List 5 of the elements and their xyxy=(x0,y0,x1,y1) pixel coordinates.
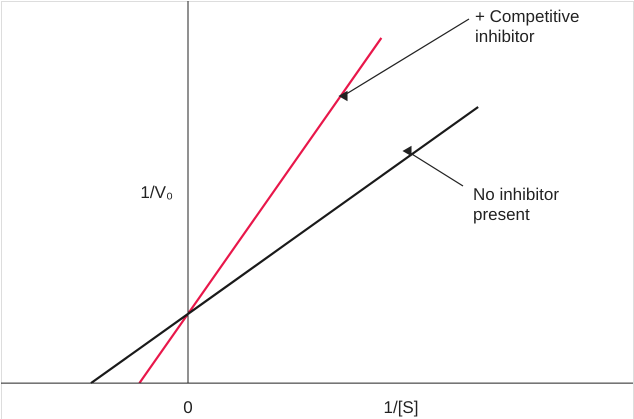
text: 0 xyxy=(183,398,193,417)
x-axis-title: 1/[S] xyxy=(384,398,418,417)
annotation: + Competitive inhibitor xyxy=(475,7,580,46)
y-axis-title: 1/V₀ xyxy=(140,183,173,202)
annotation: No inhibitor present xyxy=(473,185,560,224)
